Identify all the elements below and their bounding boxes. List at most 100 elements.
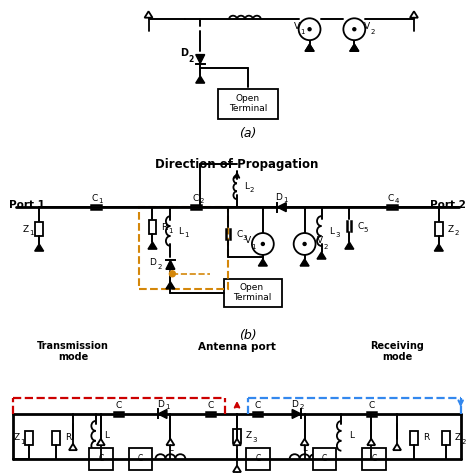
Text: 1: 1 xyxy=(20,439,25,445)
Text: 3: 3 xyxy=(253,437,257,443)
Text: L: L xyxy=(349,431,355,440)
Bar xyxy=(410,431,418,445)
Text: C: C xyxy=(98,454,103,463)
Bar xyxy=(233,429,241,443)
Text: V: V xyxy=(364,22,370,31)
Text: Direction of Propagation: Direction of Propagation xyxy=(155,158,319,171)
Bar xyxy=(25,431,33,445)
Bar xyxy=(224,279,282,307)
Text: V: V xyxy=(245,237,251,246)
Text: C: C xyxy=(372,454,377,463)
Text: 1: 1 xyxy=(29,230,34,236)
Polygon shape xyxy=(345,242,354,249)
Text: L: L xyxy=(168,444,173,453)
Polygon shape xyxy=(258,259,267,266)
Text: L: L xyxy=(302,444,307,453)
Circle shape xyxy=(353,28,356,31)
Polygon shape xyxy=(196,76,205,83)
Polygon shape xyxy=(166,282,175,289)
Circle shape xyxy=(252,233,274,255)
Text: Transmission
mode: Transmission mode xyxy=(37,340,109,362)
Polygon shape xyxy=(148,242,157,249)
Text: L: L xyxy=(244,182,249,191)
Polygon shape xyxy=(434,244,443,251)
Polygon shape xyxy=(393,444,401,450)
Text: Open
Terminal: Open Terminal xyxy=(229,94,267,113)
Text: Receiving
mode: Receiving mode xyxy=(370,340,424,362)
Text: R: R xyxy=(161,223,167,232)
Text: R: R xyxy=(423,433,429,442)
Text: C: C xyxy=(192,194,199,203)
Polygon shape xyxy=(350,44,359,51)
Circle shape xyxy=(303,243,306,246)
Text: C: C xyxy=(138,454,143,463)
Text: C: C xyxy=(236,229,242,238)
Text: C: C xyxy=(255,454,261,463)
Text: V: V xyxy=(293,22,300,31)
Circle shape xyxy=(308,28,311,31)
Text: Z: Z xyxy=(447,225,454,234)
Polygon shape xyxy=(233,465,241,472)
Text: 2: 2 xyxy=(189,55,194,64)
Polygon shape xyxy=(166,260,175,269)
Text: L: L xyxy=(329,227,335,236)
Bar xyxy=(218,89,278,118)
Polygon shape xyxy=(300,259,309,266)
Bar xyxy=(35,222,43,236)
Text: Z: Z xyxy=(13,433,19,442)
Text: C: C xyxy=(322,454,327,463)
Bar xyxy=(362,448,386,470)
Text: C: C xyxy=(91,194,98,203)
Text: Z: Z xyxy=(22,225,28,234)
Polygon shape xyxy=(196,55,205,64)
Circle shape xyxy=(299,18,320,40)
Bar xyxy=(435,222,443,236)
Text: L: L xyxy=(178,227,183,236)
Text: C: C xyxy=(357,221,364,230)
Bar xyxy=(442,431,450,445)
Polygon shape xyxy=(166,439,174,445)
Polygon shape xyxy=(410,11,418,18)
Text: 1: 1 xyxy=(252,244,256,250)
Text: 3: 3 xyxy=(242,235,246,241)
Polygon shape xyxy=(145,11,153,18)
Circle shape xyxy=(261,243,264,246)
Text: 1: 1 xyxy=(168,228,173,234)
Polygon shape xyxy=(317,252,326,259)
Text: V: V xyxy=(317,237,323,246)
Text: D: D xyxy=(157,400,164,409)
Text: 2: 2 xyxy=(199,198,203,204)
Text: 2: 2 xyxy=(462,439,466,445)
Text: (a): (a) xyxy=(239,127,256,140)
Text: L: L xyxy=(104,431,109,440)
Bar xyxy=(138,207,228,289)
Polygon shape xyxy=(69,444,77,450)
Bar xyxy=(246,448,270,470)
Text: 4: 4 xyxy=(395,198,399,204)
Text: 1: 1 xyxy=(301,29,305,35)
Text: (b): (b) xyxy=(239,329,257,342)
Text: 5: 5 xyxy=(363,227,368,233)
Text: Port 1: Port 1 xyxy=(9,200,45,210)
Bar xyxy=(52,431,60,445)
Text: 2: 2 xyxy=(250,187,254,193)
Polygon shape xyxy=(277,203,286,212)
Bar xyxy=(89,448,113,470)
Text: C: C xyxy=(388,194,394,203)
Polygon shape xyxy=(367,439,375,445)
Text: Z: Z xyxy=(246,431,252,440)
Polygon shape xyxy=(305,44,314,51)
Text: 2: 2 xyxy=(157,264,162,270)
Bar xyxy=(128,448,153,470)
Text: Port 2: Port 2 xyxy=(430,200,465,210)
Text: 3: 3 xyxy=(336,232,340,238)
Text: 2: 2 xyxy=(371,29,375,35)
Text: 2: 2 xyxy=(300,404,304,410)
Text: 1: 1 xyxy=(184,232,189,238)
Polygon shape xyxy=(305,44,314,51)
Text: D: D xyxy=(275,193,282,202)
Text: D: D xyxy=(180,48,188,58)
Circle shape xyxy=(294,233,316,255)
Text: C: C xyxy=(255,401,261,410)
Text: C: C xyxy=(368,401,374,410)
